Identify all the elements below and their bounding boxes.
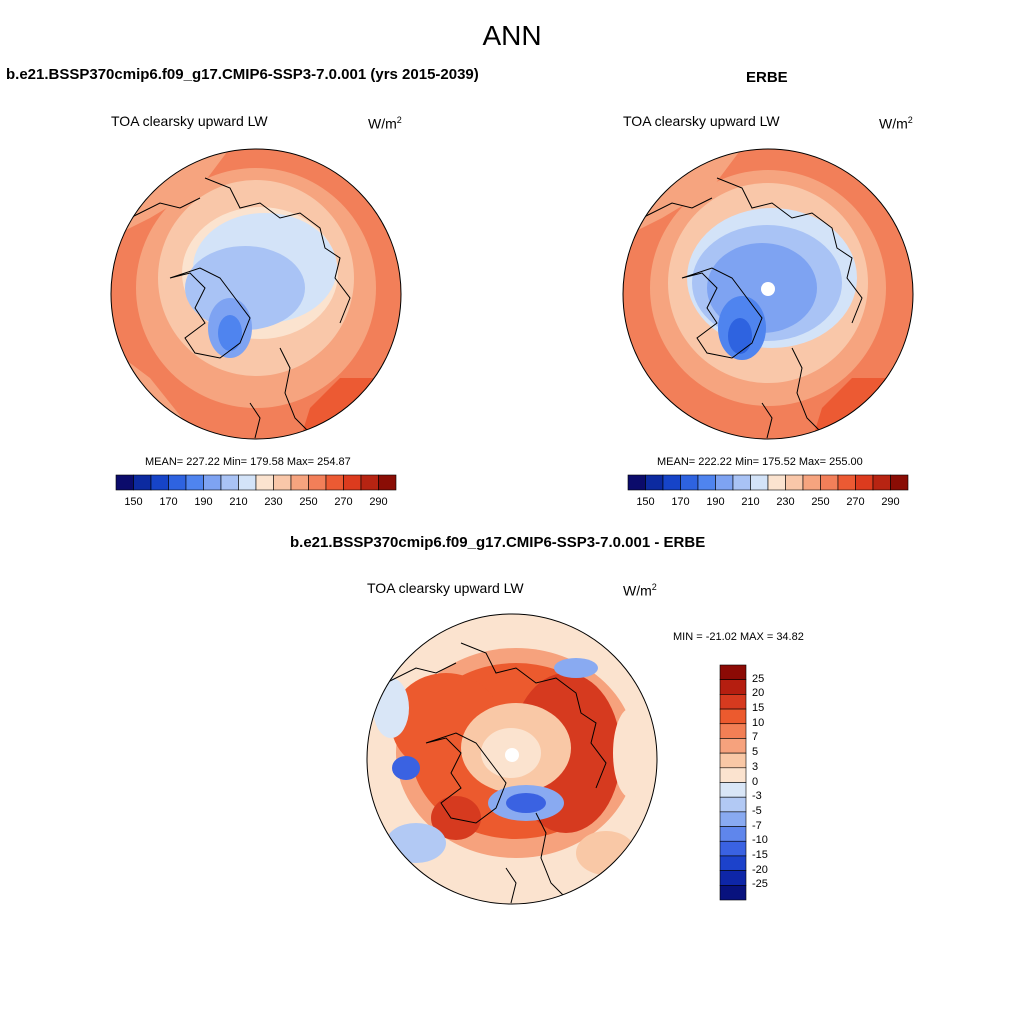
colorbar-swatch	[837, 474, 856, 491]
colorbar-swatch	[719, 782, 747, 798]
obs-colorbar	[627, 474, 909, 491]
colorbar-swatch	[719, 885, 747, 901]
colorbar-swatch	[732, 474, 751, 491]
colorbar-tick-label: -20	[752, 863, 768, 876]
colorbar-swatch	[872, 474, 891, 491]
colorbar-swatch	[185, 474, 204, 491]
colorbar-tick-label: 3	[752, 760, 759, 773]
colorbar-tick-label: 170	[671, 496, 690, 508]
colorbar-tick-label: 190	[194, 496, 213, 508]
colorbar-tick-label: 210	[741, 496, 760, 508]
colorbar-tick-label: 150	[124, 496, 143, 508]
colorbar-tick-label: 250	[299, 496, 318, 508]
diff-polar-map	[366, 613, 658, 905]
diff-colorbar	[719, 664, 747, 901]
colorbar-tick-label: 190	[706, 496, 725, 508]
colorbar-swatch	[273, 474, 292, 491]
colorbar-tick-label: 10	[752, 716, 765, 729]
colorbar-swatch	[238, 474, 257, 491]
model-panel-title: b.e21.BSSP370cmip6.f09_g17.CMIP6-SSP3-7.…	[6, 66, 479, 83]
colorbar-swatch	[290, 474, 309, 491]
colorbar-swatch	[150, 474, 169, 491]
colorbar-tick-label: 15	[752, 702, 765, 715]
colorbar-swatch	[719, 767, 747, 783]
colorbar-swatch	[719, 694, 747, 710]
colorbar-swatch	[697, 474, 716, 491]
diff-units: W/m2	[623, 582, 657, 599]
colorbar-swatch	[719, 664, 747, 680]
colorbar-swatch	[719, 738, 747, 754]
obs-variable-label: TOA clearsky upward LW	[623, 113, 780, 129]
colorbar-swatch	[855, 474, 874, 491]
colorbar-swatch	[133, 474, 152, 491]
colorbar-tick-label: -15	[752, 848, 768, 861]
colorbar-swatch	[680, 474, 699, 491]
obs-panel-title: ERBE	[746, 69, 788, 86]
colorbar-tick-label: -3	[752, 790, 762, 803]
colorbar-swatch	[890, 474, 909, 491]
colorbar-swatch	[802, 474, 821, 491]
colorbar-swatch	[325, 474, 344, 491]
colorbar-swatch	[715, 474, 734, 491]
obs-polar-map	[622, 148, 914, 440]
diff-panel-title: b.e21.BSSP370cmip6.f09_g17.CMIP6-SSP3-7.…	[290, 534, 706, 551]
obs-units: W/m2	[879, 115, 913, 132]
colorbar-tick-label: 150	[636, 496, 655, 508]
main-title: ANN	[482, 20, 542, 51]
model-polar-map	[110, 148, 402, 440]
colorbar-swatch	[308, 474, 327, 491]
colorbar-tick-label: 230	[264, 496, 283, 508]
colorbar-tick-label: 290	[369, 496, 388, 508]
colorbar-tick-label: 0	[752, 775, 759, 788]
colorbar-tick-label: 230	[776, 496, 795, 508]
colorbar-swatch	[203, 474, 222, 491]
colorbar-swatch	[645, 474, 664, 491]
colorbar-swatch	[255, 474, 274, 491]
colorbar-swatch	[750, 474, 769, 491]
colorbar-swatch	[719, 870, 747, 886]
colorbar-tick-label: 270	[334, 496, 353, 508]
colorbar-swatch	[820, 474, 839, 491]
obs-stats: MEAN= 222.22 Min= 175.52 Max= 255.00	[657, 456, 863, 468]
colorbar-swatch	[719, 752, 747, 769]
diff-stats: MIN = -21.02 MAX = 34.82	[673, 631, 804, 643]
colorbar-tick-label: 7	[752, 731, 759, 744]
colorbar-tick-label: -10	[752, 834, 768, 847]
diff-variable-label: TOA clearsky upward LW	[367, 580, 524, 596]
colorbar-swatch	[719, 826, 747, 842]
colorbar-swatch	[627, 474, 646, 491]
colorbar-tick-label: -25	[752, 878, 768, 891]
colorbar-swatch	[719, 840, 747, 857]
colorbar-tick-label: 270	[846, 496, 865, 508]
colorbar-swatch	[343, 474, 362, 491]
model-colorbar	[115, 474, 397, 491]
colorbar-swatch	[719, 679, 747, 695]
colorbar-swatch	[360, 474, 379, 491]
colorbar-swatch	[719, 708, 747, 725]
colorbar-tick-label: 290	[881, 496, 900, 508]
colorbar-swatch	[785, 474, 804, 491]
model-variable-label: TOA clearsky upward LW	[111, 113, 268, 129]
colorbar-swatch	[719, 796, 747, 813]
colorbar-tick-label: 25	[752, 672, 765, 685]
colorbar-tick-label: -5	[752, 804, 762, 817]
colorbar-tick-label: -7	[752, 819, 762, 832]
colorbar-swatch	[115, 474, 134, 491]
colorbar-swatch	[168, 474, 187, 491]
model-stats: MEAN= 227.22 Min= 179.58 Max= 254.87	[145, 456, 351, 468]
colorbar-swatch	[719, 811, 747, 827]
colorbar-swatch	[220, 474, 239, 491]
colorbar-tick-label: 250	[811, 496, 830, 508]
colorbar-tick-label: 20	[752, 687, 765, 700]
colorbar-tick-label: 210	[229, 496, 248, 508]
colorbar-tick-label: 170	[159, 496, 178, 508]
colorbar-swatch	[662, 474, 681, 491]
colorbar-tick-label: 5	[752, 746, 759, 759]
model-units: W/m2	[368, 115, 402, 132]
colorbar-swatch	[378, 474, 397, 491]
colorbar-swatch	[767, 474, 786, 491]
colorbar-swatch	[719, 855, 747, 871]
colorbar-swatch	[719, 723, 747, 739]
